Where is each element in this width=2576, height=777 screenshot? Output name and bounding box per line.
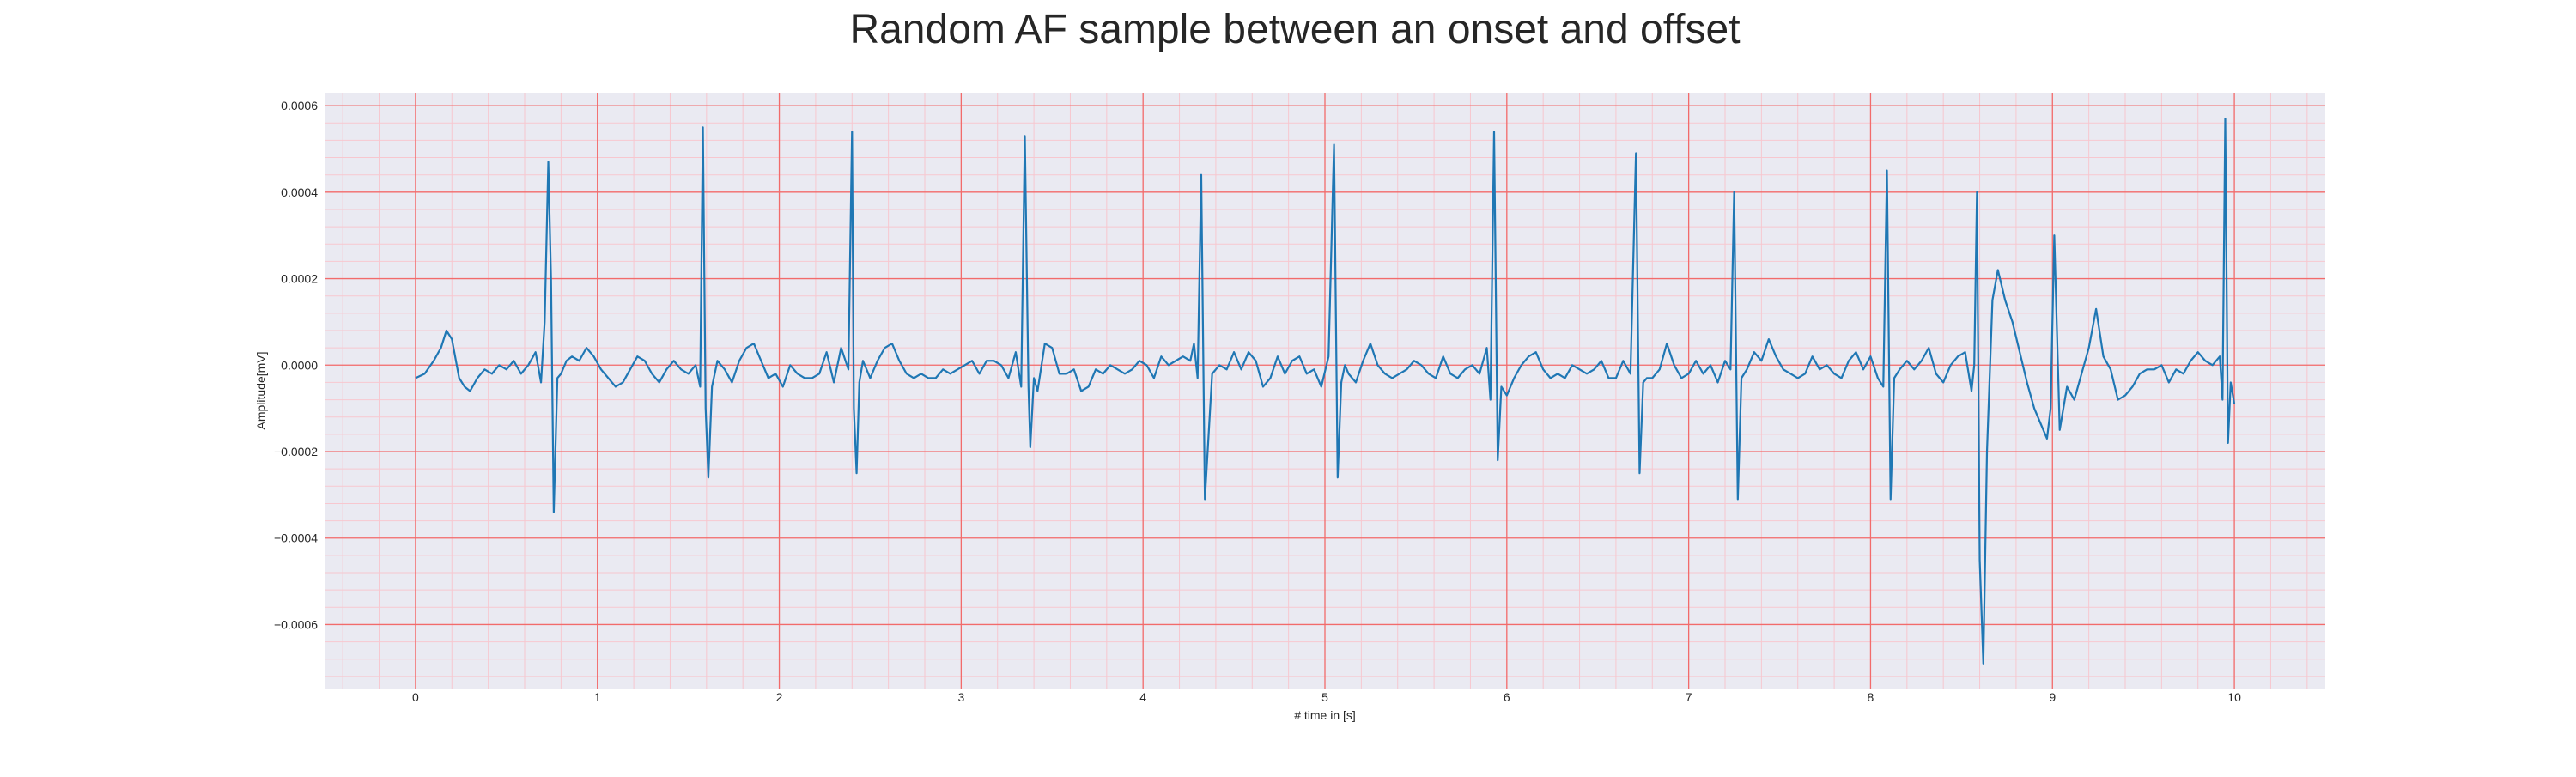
y-tick-label: 0.0002 (281, 272, 318, 286)
y-tick-label: −0.0004 (274, 531, 318, 545)
x-tick-label: 5 (1321, 690, 1328, 704)
x-axis-label: # time in [s] (1294, 708, 1356, 722)
ecg-signal-line (415, 118, 2236, 665)
y-tick-label: 0.0000 (281, 358, 318, 372)
y-tick-label: −0.0002 (274, 445, 318, 458)
x-tick-label: 6 (1504, 690, 1510, 704)
x-tick-label: 7 (1686, 690, 1692, 704)
y-tick-label: 0.0004 (281, 185, 318, 199)
major-grid (325, 93, 2325, 689)
x-tick-label: 3 (957, 690, 964, 704)
y-axis-ticks: −0.0006 −0.0004 −0.0002 0.0000 0.0002 0.0004 0… (274, 99, 318, 631)
x-tick-label: 1 (594, 690, 601, 704)
x-tick-label: 10 (2227, 690, 2241, 704)
x-tick-label: 0 (412, 690, 419, 704)
y-axis-label: Amplitude[mV] (254, 351, 268, 429)
chart-title: Random AF sample between an onset and of… (849, 7, 1740, 52)
x-tick-label: 4 (1139, 690, 1146, 704)
x-tick-label: 9 (2049, 690, 2056, 704)
x-axis-ticks: 0 1 2 3 4 5 6 7 8 9 10 (412, 690, 2241, 704)
y-tick-label: 0.0006 (281, 99, 318, 112)
y-tick-label: −0.0006 (274, 617, 318, 631)
x-tick-label: 8 (1868, 690, 1874, 704)
x-tick-label: 2 (776, 690, 783, 704)
